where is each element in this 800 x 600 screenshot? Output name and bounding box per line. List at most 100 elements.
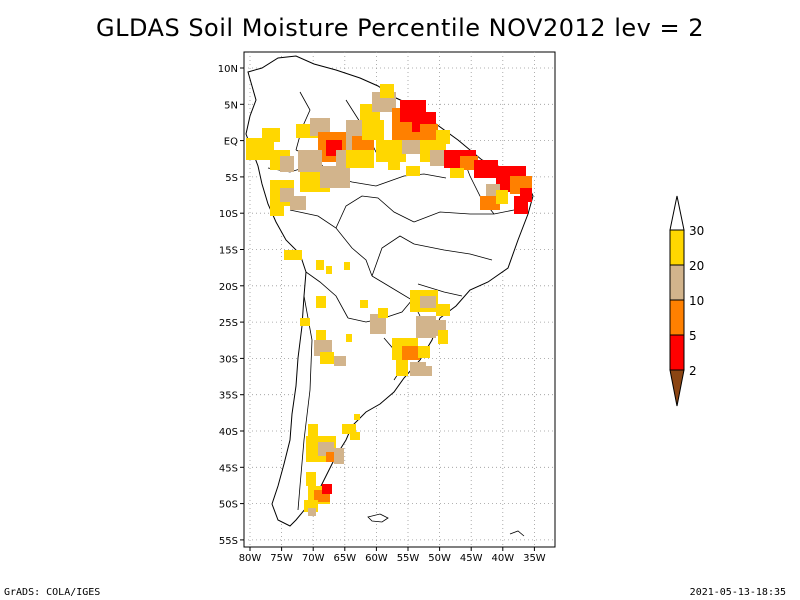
lon-tick-label: 60W (365, 553, 388, 564)
lat-tick-label: 55S (219, 536, 238, 547)
colorbar-upper-triangle (669, 195, 685, 231)
shaded-cell (298, 150, 322, 172)
map-axis-ticks: 80W 75W 70W 65W 60W 55W 50W 45W 40W 35W 10N 5N EQ 5S 1… (218, 64, 546, 564)
shaded-cell (362, 120, 384, 140)
lat-tick-label: 45S (219, 463, 238, 474)
shaded-cell (306, 472, 316, 486)
shaded-cell (450, 168, 464, 178)
lon-tick-label: 80W (239, 553, 262, 564)
lat-tick-label: 10N (218, 64, 238, 75)
colorbar-label-10: 10 (689, 294, 704, 308)
shaded-cell (334, 448, 344, 464)
colorbar-label-20: 20 (689, 259, 704, 273)
shaded-cell (334, 356, 346, 366)
lon-tick-label: 40W (491, 553, 514, 564)
footer-credit: GrADS: COLA/IGES (4, 587, 101, 598)
lat-tick-label: 50S (219, 500, 238, 511)
shaded-cell (420, 296, 436, 308)
shaded-cell (360, 300, 368, 308)
shaded-cell (270, 206, 284, 216)
soil-moisture-shading (246, 84, 532, 516)
shaded-cell (342, 424, 356, 434)
shaded-cell (316, 260, 324, 270)
colorbar-lower-triangle (669, 369, 685, 407)
footer-timestamp: 2021-05-13-18:35 (689, 587, 786, 598)
colorbar: 30 20 10 5 2 (669, 195, 704, 407)
lon-tick-label: 75W (270, 553, 293, 564)
lon-tick-label: 65W (333, 553, 356, 564)
lat-tick-label: 5S (225, 173, 238, 184)
map-title: GLDAS Soil Moisture Percentile NOV2012 l… (96, 14, 704, 42)
shaded-cell (308, 424, 318, 438)
colorbar-segment-10-20 (669, 264, 685, 301)
shaded-cell (406, 166, 420, 176)
shaded-cell (378, 308, 388, 318)
shaded-cell (436, 304, 450, 316)
colorbar-label-5: 5 (689, 329, 697, 343)
shaded-cell (402, 140, 422, 154)
shaded-cell (396, 360, 408, 376)
colorbar-segment-5-10 (669, 299, 685, 336)
shaded-cell (310, 118, 330, 136)
colorbar-segment-20-30 (669, 229, 685, 266)
lon-tick-label: 70W (302, 553, 325, 564)
country-borders (267, 91, 515, 511)
shaded-cell (346, 150, 374, 168)
lat-tick-label: EQ (224, 137, 238, 148)
shaded-cell (474, 160, 498, 178)
lon-tick-label: 45W (460, 553, 483, 564)
shaded-cell (424, 366, 432, 376)
shaded-cell (320, 166, 350, 188)
shaded-cell (284, 250, 302, 260)
colorbar-label-2: 2 (689, 364, 697, 378)
shaded-cell (322, 484, 332, 494)
shaded-cell (326, 452, 338, 462)
lat-tick-label: 10S (219, 209, 238, 220)
lon-tick-label: 35W (523, 553, 546, 564)
shaded-cell (300, 318, 310, 326)
shaded-cell (320, 352, 334, 364)
lat-tick-label: 40S (219, 427, 238, 438)
lat-tick-label: 25S (219, 318, 238, 329)
shaded-cell (514, 196, 528, 214)
shaded-cell (480, 196, 500, 210)
shaded-cell (280, 156, 294, 172)
lat-tick-label: 30S (219, 354, 238, 365)
shaded-cell (316, 330, 326, 340)
shaded-cell (344, 262, 350, 270)
shaded-cell (370, 314, 386, 334)
shaded-cell (402, 346, 420, 360)
falkland-islands (367, 513, 389, 523)
lon-tick-label: 50W (428, 553, 451, 564)
shaded-cell (436, 130, 450, 144)
shaded-cell (376, 140, 406, 162)
shaded-cell (308, 508, 316, 516)
colorbar-segment-2-5 (669, 334, 685, 371)
shaded-cell (246, 138, 274, 160)
shaded-cell (420, 124, 438, 142)
shaded-cell (410, 362, 426, 376)
shaded-cell (352, 136, 374, 154)
shaded-cell (290, 196, 306, 210)
shaded-cell (346, 334, 352, 342)
map-frame (243, 51, 556, 548)
shaded-cell (354, 414, 360, 420)
lat-tick-label: 5N (224, 100, 238, 111)
shaded-cell (438, 330, 448, 344)
shaded-cell (326, 266, 332, 274)
shaded-cell (496, 190, 508, 204)
colorbar-label-30: 30 (689, 224, 704, 238)
lon-tick-label: 55W (397, 553, 420, 564)
shaded-cell (262, 128, 280, 142)
lat-tick-label: 20S (219, 282, 238, 293)
shaded-cell (460, 156, 478, 170)
shaded-cell (418, 346, 430, 358)
shaded-cell (316, 296, 326, 308)
shaded-cell (380, 84, 394, 98)
shaded-cell (350, 432, 360, 440)
shaded-cell (388, 160, 400, 170)
south-georgia (509, 530, 525, 537)
lat-tick-label: 35S (219, 391, 238, 402)
south-america-outline (245, 55, 534, 527)
